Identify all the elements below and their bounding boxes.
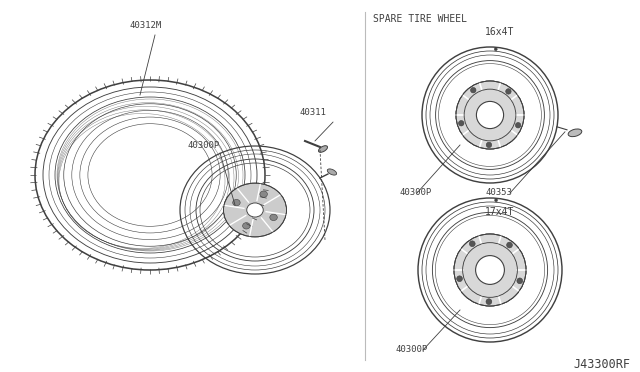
Circle shape [506,89,511,94]
Circle shape [470,87,476,93]
Ellipse shape [270,214,277,221]
Ellipse shape [327,169,337,175]
Text: 40300P: 40300P [188,141,220,150]
Ellipse shape [260,191,268,198]
Circle shape [517,278,523,284]
Text: 40353: 40353 [485,188,512,197]
Text: 17x4T: 17x4T [485,207,515,217]
Text: 40300P: 40300P [396,345,428,354]
Circle shape [476,102,504,129]
Circle shape [494,48,497,51]
Ellipse shape [233,199,240,206]
Ellipse shape [568,129,582,137]
Text: SPARE TIRE WHEEL: SPARE TIRE WHEEL [373,14,467,24]
Text: 16x4T: 16x4T [485,27,515,37]
Text: 40311: 40311 [300,108,327,117]
Circle shape [507,242,513,248]
Circle shape [486,142,492,148]
Circle shape [458,121,464,126]
Circle shape [454,234,526,306]
Text: 40312M: 40312M [130,21,163,30]
Ellipse shape [243,222,250,229]
Ellipse shape [55,97,245,253]
Circle shape [469,241,475,247]
Circle shape [495,199,498,202]
Circle shape [476,256,504,285]
Text: J43300RF: J43300RF [573,358,630,371]
Ellipse shape [247,203,263,217]
Circle shape [515,122,521,128]
Text: 40300P: 40300P [400,188,432,197]
Ellipse shape [319,146,328,152]
Ellipse shape [223,183,287,237]
Circle shape [456,81,524,149]
Circle shape [457,276,463,282]
Circle shape [486,299,492,305]
